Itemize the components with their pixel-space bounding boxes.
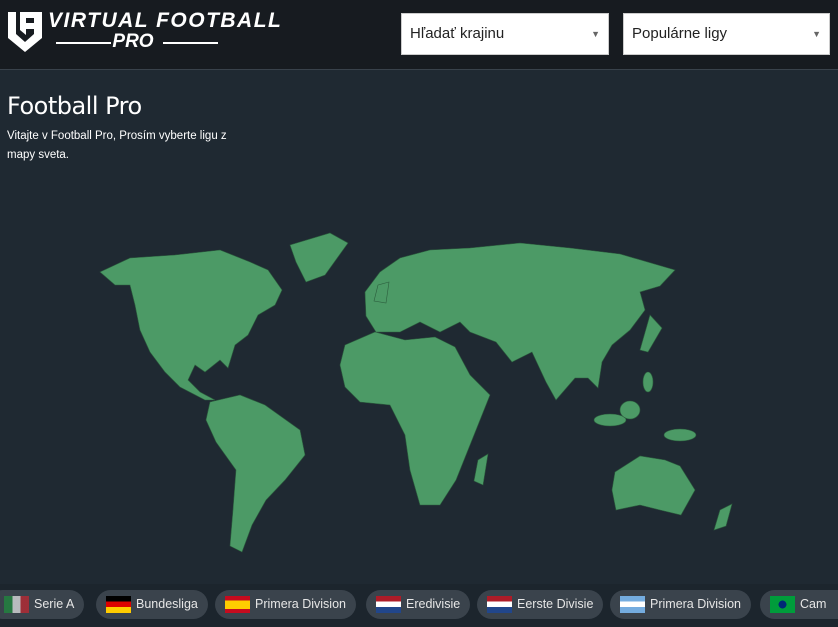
- league-label: Primera Division: [255, 597, 346, 611]
- eurasia[interactable]: [364, 242, 676, 401]
- germany-flag-icon: [106, 596, 131, 613]
- league-label: Primera Division: [650, 597, 741, 611]
- league-chip[interactable]: Eerste Divisie: [477, 590, 604, 619]
- spain-flag-icon: [225, 596, 250, 613]
- borneo[interactable]: [619, 400, 641, 420]
- logo-text: VIRTUAL FOOTBALL: [48, 9, 283, 32]
- league-chip[interactable]: Serie A: [0, 590, 85, 619]
- league-chip[interactable]: Bundesliga: [96, 590, 208, 619]
- netherlands-flag-icon: [487, 596, 512, 613]
- new-zealand[interactable]: [713, 503, 733, 531]
- south-america[interactable]: [205, 394, 306, 553]
- league-label: Eredivisie: [406, 597, 461, 611]
- league-label: Bundesliga: [136, 597, 198, 611]
- argentina-flag-icon: [620, 596, 645, 613]
- country-search-value: Hľadať krajinu: [410, 25, 505, 42]
- madagascar[interactable]: [473, 453, 489, 486]
- north-america[interactable]: [99, 249, 283, 401]
- uk[interactable]: [373, 281, 390, 304]
- welcome-text: Vitajte v Football Pro, Prosím vyberte l…: [7, 130, 227, 161]
- league-chip[interactable]: Primera Division: [215, 590, 356, 619]
- league-chip[interactable]: Cam: [760, 590, 838, 619]
- logo-subtitle: PRO: [48, 31, 218, 53]
- page-title: Football Pro: [7, 92, 142, 120]
- africa[interactable]: [339, 331, 491, 506]
- country-search-select[interactable]: Hľadať krajinu ▼: [401, 13, 609, 55]
- new-guinea[interactable]: [663, 428, 697, 442]
- popular-leagues-select[interactable]: Populárne ligy ▼: [623, 13, 830, 55]
- japan[interactable]: [639, 314, 663, 353]
- league-label: Eerste Divisie: [517, 597, 594, 611]
- league-chip[interactable]: Eredivisie: [366, 590, 471, 619]
- italy-flag-icon: [4, 596, 29, 613]
- header: VIRTUAL FOOTBALL PRO Hľadať krajinu ▼ Po…: [0, 0, 838, 70]
- netherlands-flag-icon: [376, 596, 401, 613]
- league-chip[interactable]: Primera Division: [610, 590, 751, 619]
- league-bar[interactable]: Serie A Bundesliga Primera Division Ered…: [0, 584, 838, 627]
- australia[interactable]: [611, 455, 696, 516]
- brazil-flag-icon: [770, 596, 795, 613]
- greenland[interactable]: [289, 232, 349, 283]
- logo-shield-icon: [8, 12, 42, 52]
- popular-leagues-value: Populárne ligy: [632, 25, 728, 42]
- chevron-down-icon: ▼: [591, 29, 600, 39]
- league-label: Cam: [800, 597, 827, 611]
- indonesia[interactable]: [593, 413, 627, 427]
- league-label: Serie A: [34, 597, 75, 611]
- philippines[interactable]: [642, 371, 654, 393]
- chevron-down-icon: ▼: [812, 29, 821, 39]
- logo[interactable]: VIRTUAL FOOTBALL PRO: [6, 10, 281, 54]
